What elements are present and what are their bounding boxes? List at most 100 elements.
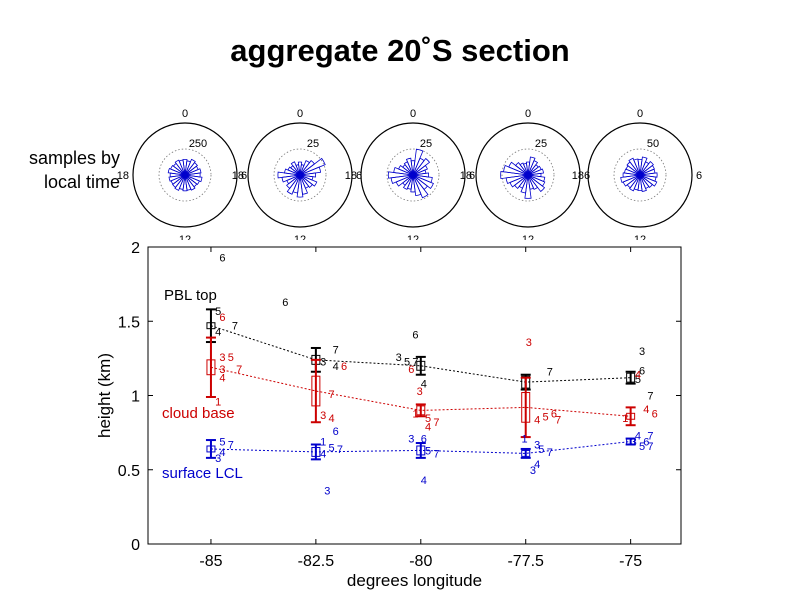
month-label-cloud: 7 <box>236 364 242 376</box>
rose-wedge <box>412 157 431 176</box>
data-box-lcl <box>311 446 321 457</box>
rose-wedge <box>508 161 529 176</box>
month-label-lcl: 5 <box>538 444 544 456</box>
rose-wedge <box>184 162 198 176</box>
rose-inner-circle <box>386 148 440 202</box>
rose-ring-label: 25 <box>535 138 547 150</box>
month-label-lcl: 7 <box>647 431 653 443</box>
rose-inner-circle <box>158 148 212 202</box>
rose-wedge <box>184 174 196 191</box>
month-label-lcl: 7 <box>433 448 439 460</box>
y-tick-label: 0 <box>131 537 140 554</box>
month-label-cloud: 5 <box>228 352 234 364</box>
month-label-lcl: 7 <box>228 440 234 452</box>
rose-wedge <box>412 174 434 190</box>
rose-ring-label: 25 <box>420 138 432 150</box>
rose-wedge <box>522 162 529 176</box>
month-label-lcl: 5 <box>328 442 334 454</box>
month-label-pbl: 7 <box>232 321 238 333</box>
rose-wedge <box>527 156 536 176</box>
rose-wedge <box>284 168 301 176</box>
month-label-lcl: 3 <box>324 486 330 498</box>
month-label-pbl: 3 <box>320 356 326 368</box>
rose-wedge <box>299 166 322 176</box>
rose-wedge <box>639 174 653 188</box>
month-label-pbl: 5 <box>215 306 221 318</box>
rose-wedge <box>515 162 529 176</box>
rose-wedge <box>299 174 313 188</box>
plot-area <box>147 246 682 545</box>
rose-wedge <box>178 159 186 176</box>
month-label-pbl: 4 <box>333 361 339 373</box>
rose-wedge <box>290 161 301 176</box>
y-tick-label: 1 <box>131 389 140 406</box>
month-label-lcl: 4 <box>421 475 427 487</box>
rose-wedge <box>639 174 658 187</box>
rose-hour-label: 6 <box>356 170 362 182</box>
rose-wedge <box>500 170 529 180</box>
rose-hour-label: 0 <box>297 108 303 120</box>
rose-wedge <box>412 148 424 176</box>
month-label-lcl: 4 <box>320 448 326 460</box>
month-label-cloud: 1 <box>622 413 628 425</box>
month-label-pbl: 7 <box>647 391 653 403</box>
month-label-lcl: 3 <box>631 437 637 449</box>
rose-wedge <box>624 168 641 176</box>
month-label-cloud: 3 <box>219 364 225 376</box>
rose-hour-label: 6 <box>696 170 702 182</box>
rose-hour-label: 18 <box>572 170 584 182</box>
rose-wedge <box>174 174 186 191</box>
x-tick-label: -75 <box>619 553 642 570</box>
rose-hour-label: 12 <box>179 234 191 240</box>
rose-outer-circle <box>475 122 581 228</box>
month-label-cloud: 4 <box>219 373 225 385</box>
rose-hour-label: 18 <box>232 170 244 182</box>
y-axis-label: height (km) <box>95 353 114 438</box>
rose-hour-label: 18 <box>117 170 129 182</box>
month-label-lcl: 4 <box>534 459 540 471</box>
month-label-pbl: 5 <box>635 374 641 386</box>
data-box-cloud <box>311 375 321 407</box>
month-label-cloud: 4 <box>534 414 540 426</box>
data-box-cloud <box>521 392 531 423</box>
rose-hour-label: 0 <box>182 108 188 120</box>
month-label-pbl: 6 <box>412 330 418 342</box>
month-label-lcl: 3 <box>408 434 414 446</box>
month-label-cloud: 3 <box>417 386 423 398</box>
x-tick-label: -77.5 <box>507 553 544 570</box>
y-tick-label: 0.5 <box>118 463 140 480</box>
rose-wedge <box>295 164 301 176</box>
rose-wedge <box>168 174 186 182</box>
rose-wedge <box>639 156 648 176</box>
rose-wedge <box>639 174 647 192</box>
rose-wedge <box>297 161 303 176</box>
month-label-cloud: 6 <box>219 312 225 324</box>
month-label-cloud: 4 <box>425 422 431 434</box>
rose-wedge <box>519 162 529 176</box>
month-label-lcl: 6 <box>643 437 649 449</box>
rose-hour-label: 0 <box>637 108 643 120</box>
rose-wedge <box>412 174 422 197</box>
month-label-cloud: 7 <box>433 417 439 429</box>
month-label-lcl: 3 <box>215 453 221 465</box>
month-label-cloud: 5 <box>425 413 431 425</box>
rose-wedge <box>299 157 326 176</box>
month-label-cloud: 6 <box>551 408 557 420</box>
month-label-cloud: 4 <box>328 413 334 425</box>
rose-wedge <box>172 174 186 188</box>
rose-wedge <box>299 172 317 178</box>
rose-outer-circle <box>132 122 238 228</box>
month-label-pbl: 4 <box>421 379 427 391</box>
month-label-lcl: 3 <box>530 465 536 477</box>
rose-hour-label: 12 <box>634 234 646 240</box>
month-label-lcl: 6 <box>333 426 339 438</box>
rose-wedge <box>412 174 429 199</box>
month-label-cloud: 3 <box>320 410 326 422</box>
rose-wedge <box>527 174 546 193</box>
rose-wedge <box>639 161 654 176</box>
month-label-cloud: 7 <box>555 414 561 426</box>
rose-hour-label: 6 <box>241 170 247 182</box>
x-axis-label: degrees longitude <box>347 571 482 590</box>
